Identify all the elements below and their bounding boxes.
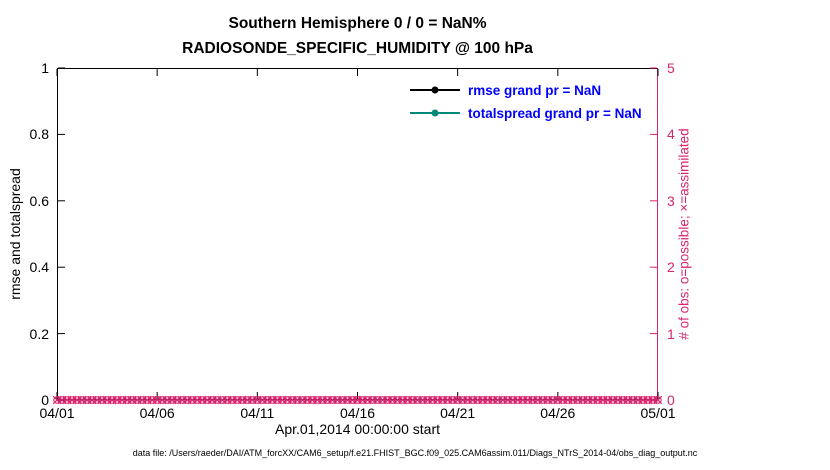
right-axis-tick-label: 4 (667, 126, 675, 143)
legend-label-totalspread: totalspread grand pr = NaN (468, 105, 642, 121)
x-axis-tick-label: 04/01 (39, 405, 75, 421)
x-axis-tick-label: 04/21 (440, 405, 476, 421)
totalspread-line-marker-swatch (410, 109, 460, 117)
left-axis-tick-label: 0.4 (29, 259, 49, 276)
x-axis-tick-label: 04/16 (339, 405, 376, 421)
right-axis-tick-label: 1 (667, 325, 675, 342)
data-file-note: data file: /Users/raeder/DAI/ATM_forcXX/… (132, 448, 698, 458)
rmse-line-marker-swatch (410, 86, 460, 94)
left-axis-tick-label: 1 (41, 60, 49, 76)
left-axis-tick-label: 0.8 (29, 126, 49, 143)
legend-item-rmse: rmse grand pr = NaN (410, 80, 642, 100)
right-axis-tick-label: 0 (667, 392, 675, 408)
x-axis-tick-label: 05/01 (640, 405, 676, 421)
chart-subtitle: RADIOSONDE_SPECIFIC_HUMIDITY @ 100 hPa (182, 40, 533, 57)
chart-title: Southern Hemisphere 0 / 0 = NaN% (228, 15, 487, 32)
right-y-axis-label: # of obs: o=possible; ×=assimilated (676, 128, 692, 340)
left-axis-tick-label: 0.2 (29, 325, 49, 342)
right-axis-tick-label: 3 (667, 192, 675, 209)
left-axis-tick-label: 0.6 (29, 192, 49, 209)
x-axis-tick-label: 04/26 (540, 405, 576, 421)
left-axis-tick-label: 0 (41, 392, 49, 408)
x-axis-tick-label: 04/06 (139, 405, 175, 421)
x-axis-tick-label: 04/11 (240, 405, 275, 421)
legend-label-rmse: rmse grand pr = NaN (468, 82, 602, 98)
right-axis-tick-label: 5 (667, 60, 675, 76)
plot-area (57, 68, 658, 400)
right-axis-tick-label: 2 (667, 259, 675, 276)
left-y-axis-label: rmse and totalspread (7, 168, 23, 300)
x-axis-label: Apr.01,2014 00:00:00 start (274, 421, 440, 437)
legend: rmse grand pr = NaN totalspread grand pr… (410, 80, 642, 123)
legend-item-totalspread: totalspread grand pr = NaN (410, 103, 642, 123)
